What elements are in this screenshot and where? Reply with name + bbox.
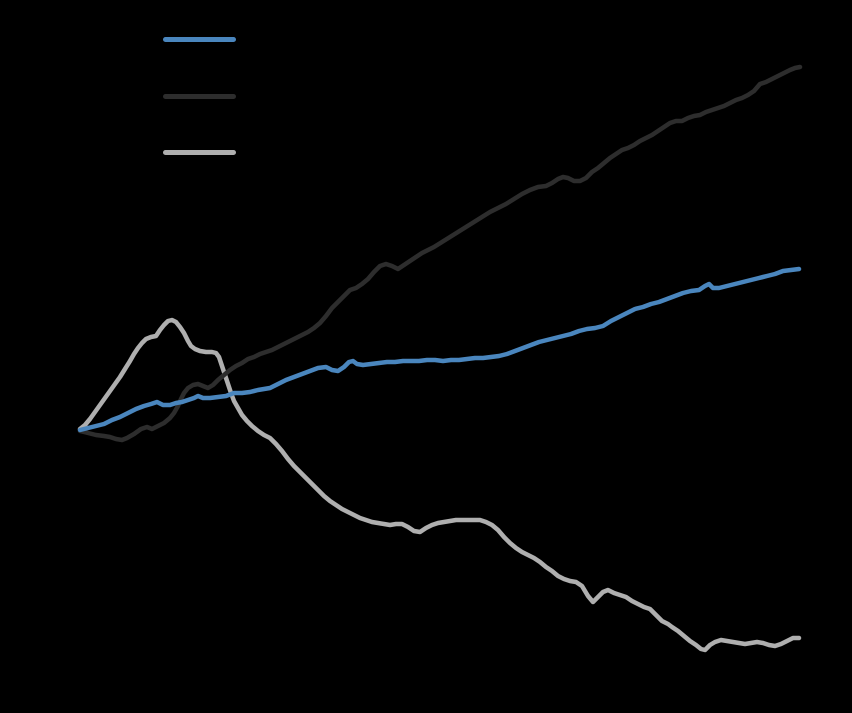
gray-line-series [77, 317, 802, 653]
dark-line-series [77, 64, 803, 443]
blue-line-series [77, 266, 802, 433]
